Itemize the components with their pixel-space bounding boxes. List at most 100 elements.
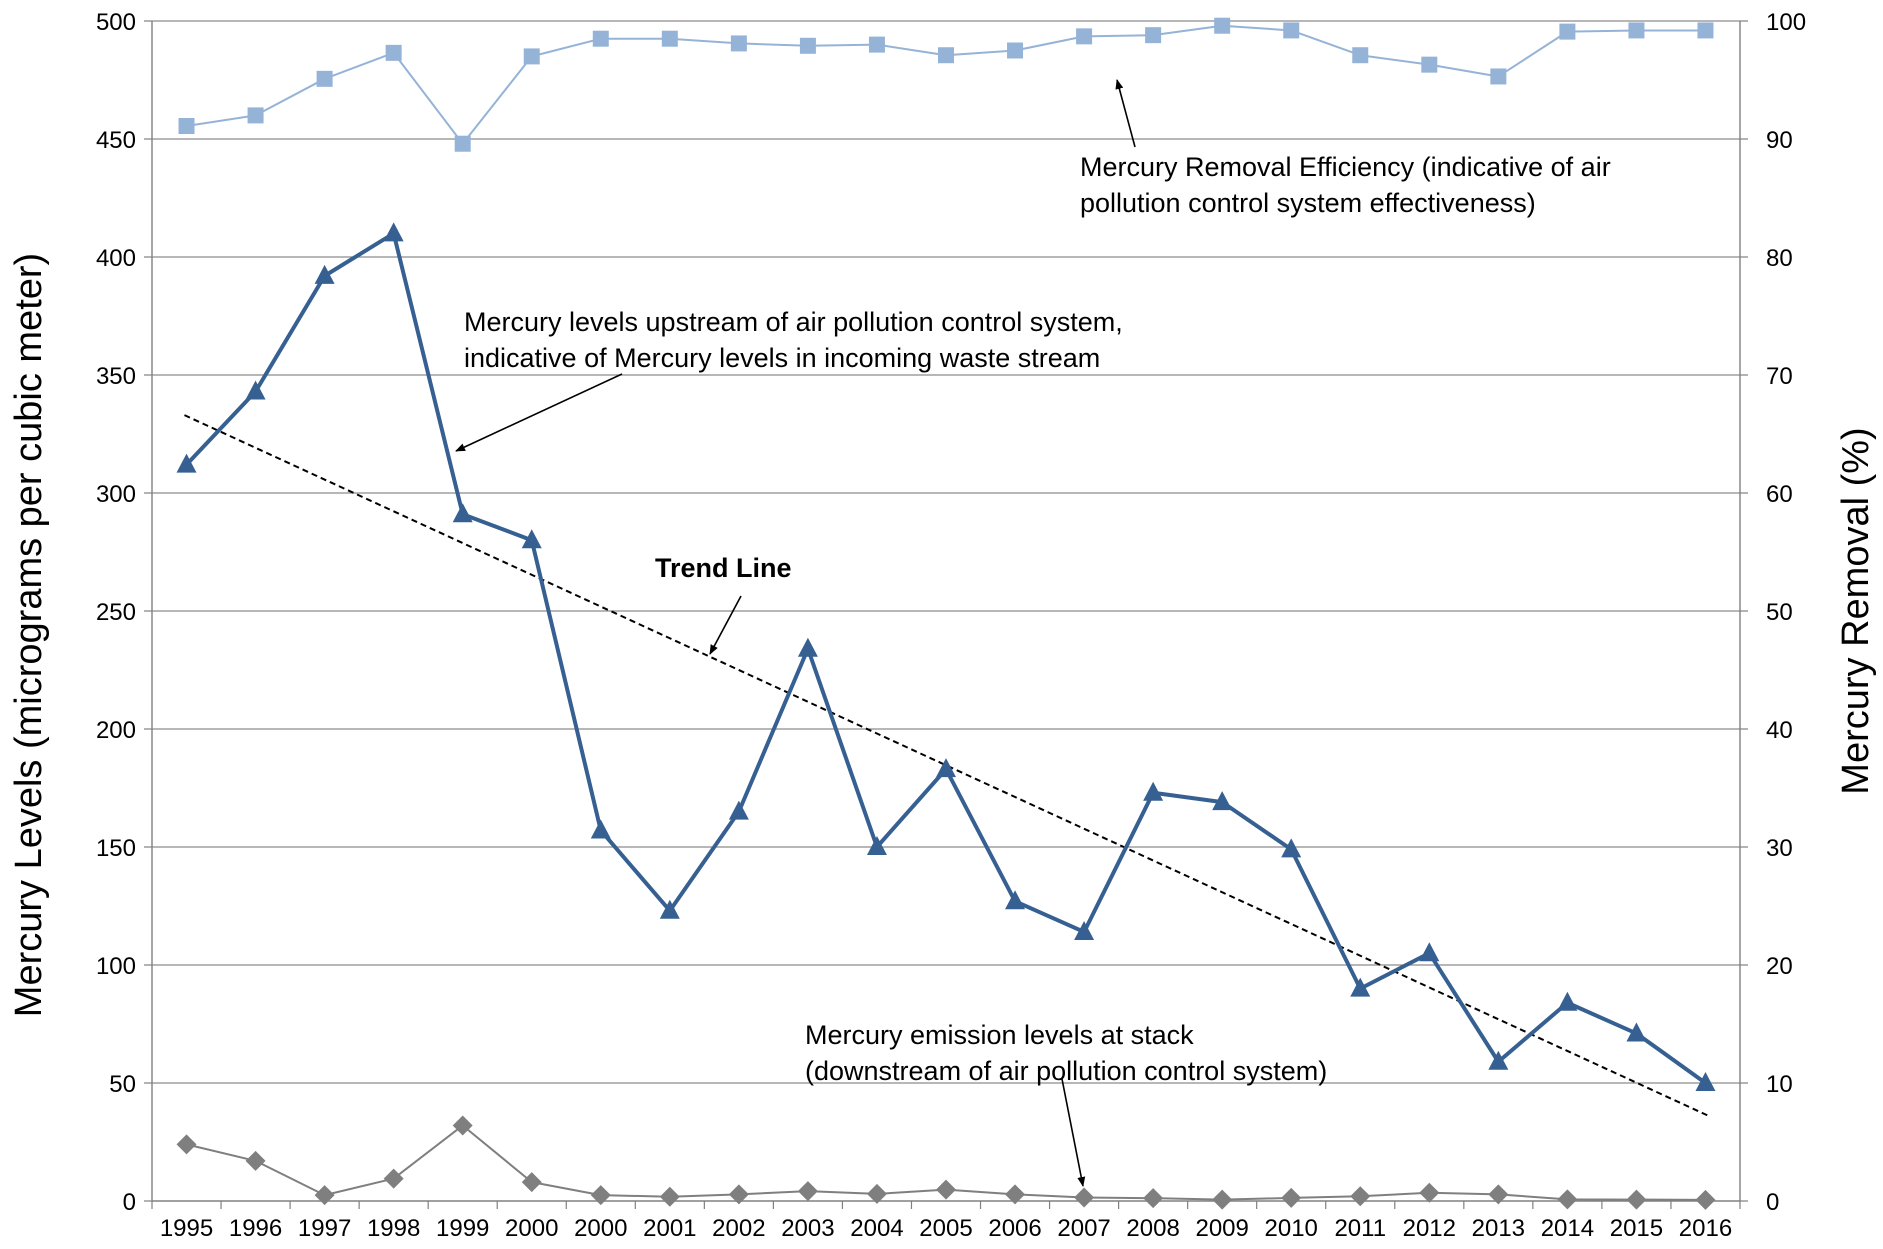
point-stack: [176, 1134, 197, 1155]
point-removal: [730, 35, 747, 52]
point-upstream: [1005, 890, 1026, 910]
y-right-tick-label: 100: [1766, 9, 1806, 36]
point-removal: [1283, 22, 1300, 39]
point-upstream: [1488, 1050, 1509, 1070]
point-stack: [1281, 1187, 1302, 1208]
point-removal: [1697, 22, 1714, 39]
annotation-stack: (downstream of air pollution control sys…: [805, 1056, 1327, 1086]
point-removal: [1421, 56, 1438, 73]
x-tick-label: 2009: [1195, 1215, 1248, 1242]
point-stack: [314, 1185, 335, 1206]
y-right-tick-label: 90: [1766, 127, 1793, 154]
tick-labels: 0 50 100 150 200 250 300 350 400 450 500 0 10 20 30 40 5…: [96, 9, 1806, 1242]
axes: [144, 20, 1748, 1209]
y-left-tick-label: 350: [96, 363, 136, 390]
x-tick-label: 2006: [988, 1215, 1041, 1242]
point-upstream: [659, 899, 680, 919]
point-stack: [1626, 1189, 1647, 1210]
x-tick-label: 2000: [574, 1215, 627, 1242]
gridlines: [152, 20, 1740, 1084]
point-removal: [178, 118, 195, 135]
point-upstream: [176, 453, 197, 473]
point-stack: [659, 1186, 680, 1207]
x-tick-label: 2014: [1541, 1215, 1594, 1242]
point-stack: [1212, 1189, 1233, 1210]
point-removal: [454, 135, 471, 152]
point-removal: [1490, 68, 1507, 85]
y-left-tick-label: 150: [96, 835, 136, 862]
y-right-tick-label: 50: [1766, 599, 1793, 626]
x-tick-label: 2016: [1679, 1215, 1732, 1242]
y-axis-left-title: Mercury Levels (micrograms per cubic met…: [8, 253, 50, 1017]
x-tick-label: 2005: [919, 1215, 972, 1242]
point-removal: [1076, 28, 1093, 45]
point-removal: [1628, 22, 1645, 39]
x-tick-label: 2002: [712, 1215, 765, 1242]
y-right-tick-label: 0: [1766, 1189, 1779, 1216]
annotation-upstream: indicative of Mercury levels in incoming…: [464, 343, 1100, 373]
point-removal: [938, 47, 954, 64]
point-stack: [728, 1184, 749, 1205]
x-tick-label: 1999: [436, 1215, 489, 1242]
annotation-stack: Mercury emission levels at stack: [805, 1020, 1194, 1050]
x-tick-label: 1997: [298, 1215, 351, 1242]
annotation-trend: Trend Line: [655, 553, 792, 583]
point-upstream: [936, 758, 956, 778]
x-tick-label: 2015: [1610, 1215, 1663, 1242]
point-upstream: [1626, 1022, 1647, 1042]
y-left-tick-label: 50: [109, 1071, 136, 1098]
point-removal: [592, 30, 609, 47]
x-tick-label: 2001: [643, 1215, 696, 1242]
point-stack: [1695, 1189, 1716, 1210]
point-upstream: [797, 637, 818, 657]
annotations-group: Mercury Removal Efficiency (indicative o…: [455, 79, 1611, 1187]
point-upstream: [1695, 1072, 1716, 1091]
x-tick-label: 2008: [1126, 1215, 1179, 1242]
point-removal: [316, 70, 333, 87]
point-stack: [1557, 1189, 1578, 1210]
point-stack: [590, 1185, 611, 1206]
point-stack: [1005, 1184, 1026, 1205]
point-upstream: [245, 380, 266, 400]
annotation-arrow-upstream: [455, 373, 623, 452]
x-tick-label: 2010: [1265, 1215, 1318, 1242]
x-tick-label: 2007: [1057, 1215, 1110, 1242]
y-left-tick-label: 100: [96, 953, 136, 980]
point-upstream: [728, 800, 749, 820]
y-right-tick-label: 20: [1766, 953, 1793, 980]
y-left-tick-label: 300: [96, 481, 136, 508]
point-stack: [1074, 1187, 1095, 1208]
point-stack: [936, 1179, 956, 1200]
point-upstream: [314, 264, 335, 284]
x-tick-label: 1995: [160, 1215, 213, 1242]
point-upstream: [1143, 781, 1164, 801]
y-right-tick-label: 30: [1766, 835, 1793, 862]
y-left-tick-label: 0: [123, 1189, 136, 1216]
point-upstream: [1419, 942, 1440, 962]
point-upstream: [1281, 838, 1302, 858]
point-removal: [1559, 23, 1576, 40]
point-upstream: [1212, 791, 1233, 811]
y-left-tick-label: 200: [96, 717, 136, 744]
point-stack: [1488, 1184, 1509, 1205]
point-stack: [866, 1183, 887, 1204]
y-left-tick-label: 450: [96, 127, 136, 154]
y-right-tick-label: 70: [1766, 363, 1793, 390]
y-left-tick-label: 500: [96, 9, 136, 36]
point-upstream: [383, 222, 404, 242]
x-tick-label: 2011: [1334, 1215, 1386, 1242]
point-removal: [799, 37, 816, 54]
point-stack: [797, 1181, 818, 1202]
x-tick-label: 2004: [850, 1215, 903, 1242]
x-tick-label: 1996: [229, 1215, 282, 1242]
x-tick-label: 2013: [1472, 1215, 1525, 1242]
x-tick-label: 2012: [1403, 1215, 1456, 1242]
point-removal: [1145, 27, 1162, 44]
point-stack: [245, 1150, 266, 1171]
point-removal: [1214, 17, 1231, 34]
point-stack: [383, 1168, 404, 1189]
point-removal: [247, 107, 264, 124]
series-line-removal: [186, 24, 1706, 145]
annotation-arrow-removal: [1115, 79, 1136, 148]
